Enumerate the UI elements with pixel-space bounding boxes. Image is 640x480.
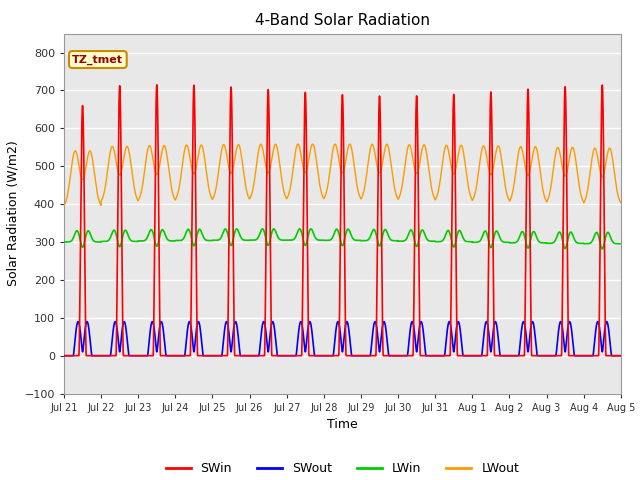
Title: 4-Band Solar Radiation: 4-Band Solar Radiation xyxy=(255,13,430,28)
Text: TZ_tmet: TZ_tmet xyxy=(72,54,124,65)
Y-axis label: Solar Radiation (W/m2): Solar Radiation (W/m2) xyxy=(6,141,19,287)
Legend: SWin, SWout, LWin, LWout: SWin, SWout, LWin, LWout xyxy=(161,457,524,480)
X-axis label: Time: Time xyxy=(327,418,358,431)
